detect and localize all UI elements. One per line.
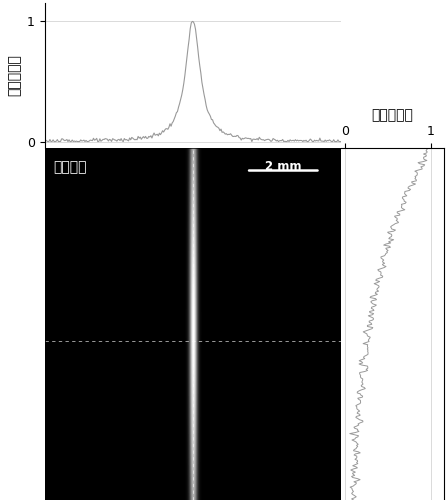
Text: 2 mm: 2 mm [265,160,301,173]
Text: 聚焦光斑: 聚焦光斑 [54,160,87,174]
Y-axis label: 归一化强度: 归一化强度 [7,54,21,96]
X-axis label: 归一化强度: 归一化强度 [372,108,413,122]
